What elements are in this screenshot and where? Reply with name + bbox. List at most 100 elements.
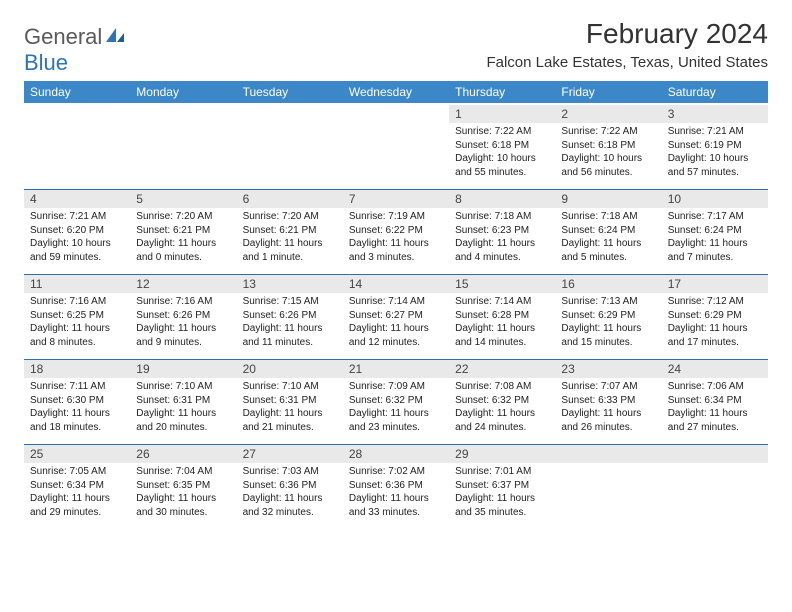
calendar-body: 1 Sunrise: 7:22 AMSunset: 6:18 PMDaylight… — [24, 103, 768, 527]
day-number: 3 — [662, 105, 768, 123]
calendar-day: 19Sunrise: 7:10 AMSunset: 6:31 PMDayligh… — [130, 357, 236, 442]
day-number: 19 — [130, 359, 236, 378]
weekday-header: Saturday — [662, 81, 768, 103]
day-info: Sunrise: 7:03 AMSunset: 6:36 PMDaylight:… — [243, 465, 337, 519]
day-number: 7 — [343, 189, 449, 208]
day-number: 13 — [237, 274, 343, 293]
day-info: Sunrise: 7:14 AMSunset: 6:28 PMDaylight:… — [455, 295, 549, 349]
calendar-day — [555, 442, 661, 527]
day-number: 27 — [237, 444, 343, 463]
brand-text: GeneralBlue — [24, 24, 126, 76]
day-info: Sunrise: 7:20 AMSunset: 6:21 PMDaylight:… — [136, 210, 230, 264]
day-info: Sunrise: 7:16 AMSunset: 6:25 PMDaylight:… — [30, 295, 124, 349]
day-number: 23 — [555, 359, 661, 378]
day-info: Sunrise: 7:12 AMSunset: 6:29 PMDaylight:… — [668, 295, 762, 349]
day-info: Sunrise: 7:21 AMSunset: 6:20 PMDaylight:… — [30, 210, 124, 264]
day-info: Sunrise: 7:18 AMSunset: 6:23 PMDaylight:… — [455, 210, 549, 264]
weekday-header: Sunday — [24, 81, 130, 103]
calendar-week: 4 Sunrise: 7:21 AMSunset: 6:20 PMDaylight… — [24, 187, 768, 272]
calendar-day: 1 Sunrise: 7:22 AMSunset: 6:18 PMDaylight… — [449, 103, 555, 187]
calendar-day — [24, 103, 130, 187]
day-info: Sunrise: 7:01 AMSunset: 6:37 PMDaylight:… — [455, 465, 549, 519]
day-info: Sunrise: 7:15 AMSunset: 6:26 PMDaylight:… — [243, 295, 337, 349]
day-number: 25 — [24, 444, 130, 463]
calendar-day: 27 Sunrise: 7:03 AMSunset: 6:36 PMDayligh… — [237, 442, 343, 527]
day-info: Sunrise: 7:17 AMSunset: 6:24 PMDaylight:… — [668, 210, 762, 264]
weekday-header: Thursday — [449, 81, 555, 103]
brand-part1: General — [24, 24, 102, 49]
day-number: 11 — [24, 274, 130, 293]
day-number: 5 — [130, 189, 236, 208]
calendar-week: 1 Sunrise: 7:22 AMSunset: 6:18 PMDaylight… — [24, 103, 768, 187]
calendar-day: 21Sunrise: 7:09 AMSunset: 6:32 PMDayligh… — [343, 357, 449, 442]
weekday-header: Friday — [555, 81, 661, 103]
day-info: Sunrise: 7:16 AMSunset: 6:26 PMDaylight:… — [136, 295, 230, 349]
calendar-day: 2Sunrise: 7:22 AMSunset: 6:18 PMDaylight… — [555, 103, 661, 187]
day-number: 8 — [449, 189, 555, 208]
day-number: 12 — [130, 274, 236, 293]
weekday-header: Wednesday — [343, 81, 449, 103]
day-info: Sunrise: 7:18 AMSunset: 6:24 PMDaylight:… — [561, 210, 655, 264]
day-number: 14 — [343, 274, 449, 293]
day-info: Sunrise: 7:07 AMSunset: 6:33 PMDaylight:… — [561, 380, 655, 434]
calendar-day: 24Sunrise: 7:06 AMSunset: 6:34 PMDayligh… — [662, 357, 768, 442]
calendar-day: 9Sunrise: 7:18 AMSunset: 6:24 PMDaylight… — [555, 187, 661, 272]
calendar-day: 18 Sunrise: 7:11 AMSunset: 6:30 PMDayligh… — [24, 357, 130, 442]
day-info: Sunrise: 7:10 AMSunset: 6:31 PMDaylight:… — [243, 380, 337, 434]
calendar-day: 17 Sunrise: 7:12 AMSunset: 6:29 PMDayligh… — [662, 272, 768, 357]
day-number: 1 — [449, 105, 555, 123]
day-number: 20 — [237, 359, 343, 378]
day-info: Sunrise: 7:04 AMSunset: 6:35 PMDaylight:… — [136, 465, 230, 519]
day-info: Sunrise: 7:19 AMSunset: 6:22 PMDaylight:… — [349, 210, 443, 264]
day-number: 6 — [237, 189, 343, 208]
weekday-header: Monday — [130, 81, 236, 103]
day-info: Sunrise: 7:20 AMSunset: 6:21 PMDaylight:… — [243, 210, 337, 264]
day-info: Sunrise: 7:11 AMSunset: 6:30 PMDaylight:… — [30, 380, 124, 434]
calendar-day: 11 Sunrise: 7:16 AMSunset: 6:25 PMDayligh… — [24, 272, 130, 357]
calendar-day: 14 Sunrise: 7:14 AMSunset: 6:27 PMDayligh… — [343, 272, 449, 357]
day-number: 21 — [343, 359, 449, 378]
calendar-day: 16Sunrise: 7:13 AMSunset: 6:29 PMDayligh… — [555, 272, 661, 357]
calendar-page: GeneralBlue February 2024 Falcon Lake Es… — [0, 0, 792, 545]
day-number: 10 — [662, 189, 768, 208]
day-info: Sunrise: 7:13 AMSunset: 6:29 PMDaylight:… — [561, 295, 655, 349]
calendar-day: 12 Sunrise: 7:16 AMSunset: 6:26 PMDayligh… — [130, 272, 236, 357]
day-info: Sunrise: 7:14 AMSunset: 6:27 PMDaylight:… — [349, 295, 443, 349]
calendar-day: 22Sunrise: 7:08 AMSunset: 6:32 PMDayligh… — [449, 357, 555, 442]
calendar-day: 25Sunrise: 7:05 AMSunset: 6:34 PMDayligh… — [24, 442, 130, 527]
weekday-header: Tuesday — [237, 81, 343, 103]
calendar-day: 13 Sunrise: 7:15 AMSunset: 6:26 PMDayligh… — [237, 272, 343, 357]
day-number: 18 — [24, 359, 130, 378]
calendar-day: 5 Sunrise: 7:20 AMSunset: 6:21 PMDaylight… — [130, 187, 236, 272]
calendar-day: 10 Sunrise: 7:17 AMSunset: 6:24 PMDayligh… — [662, 187, 768, 272]
calendar: SundayMondayTuesdayWednesdayThursdayFrid… — [24, 81, 768, 527]
calendar-week: 11 Sunrise: 7:16 AMSunset: 6:25 PMDayligh… — [24, 272, 768, 357]
calendar-day: 3Sunrise: 7:21 AMSunset: 6:19 PMDaylight… — [662, 103, 768, 187]
day-number: 29 — [449, 444, 555, 463]
sail-icon — [104, 24, 126, 42]
empty-day-bar — [555, 444, 661, 463]
calendar-day: 20 Sunrise: 7:10 AMSunset: 6:31 PMDayligh… — [237, 357, 343, 442]
title-block: February 2024 Falcon Lake Estates, Texas… — [486, 18, 768, 77]
empty-day-bar — [662, 444, 768, 463]
day-info: Sunrise: 7:22 AMSunset: 6:18 PMDaylight:… — [561, 125, 655, 179]
day-info: Sunrise: 7:02 AMSunset: 6:36 PMDaylight:… — [349, 465, 443, 519]
day-number: 4 — [24, 189, 130, 208]
day-info: Sunrise: 7:06 AMSunset: 6:34 PMDaylight:… — [668, 380, 762, 434]
calendar-day — [343, 103, 449, 187]
calendar-day — [237, 103, 343, 187]
header: GeneralBlue February 2024 Falcon Lake Es… — [24, 18, 768, 77]
location-text: Falcon Lake Estates, Texas, United State… — [486, 54, 768, 71]
day-info: Sunrise: 7:22 AMSunset: 6:18 PMDaylight:… — [455, 125, 549, 179]
calendar-week: 25Sunrise: 7:05 AMSunset: 6:34 PMDayligh… — [24, 442, 768, 527]
day-number: 26 — [130, 444, 236, 463]
day-info: Sunrise: 7:08 AMSunset: 6:32 PMDaylight:… — [455, 380, 549, 434]
month-title: February 2024 — [486, 18, 768, 50]
calendar-day: 23 Sunrise: 7:07 AMSunset: 6:33 PMDayligh… — [555, 357, 661, 442]
calendar-day: 6 Sunrise: 7:20 AMSunset: 6:21 PMDaylight… — [237, 187, 343, 272]
calendar-day: 4 Sunrise: 7:21 AMSunset: 6:20 PMDaylight… — [24, 187, 130, 272]
calendar-day: 15 Sunrise: 7:14 AMSunset: 6:28 PMDayligh… — [449, 272, 555, 357]
day-number: 17 — [662, 274, 768, 293]
weekday-header-row: SundayMondayTuesdayWednesdayThursdayFrid… — [24, 81, 768, 103]
day-number: 15 — [449, 274, 555, 293]
